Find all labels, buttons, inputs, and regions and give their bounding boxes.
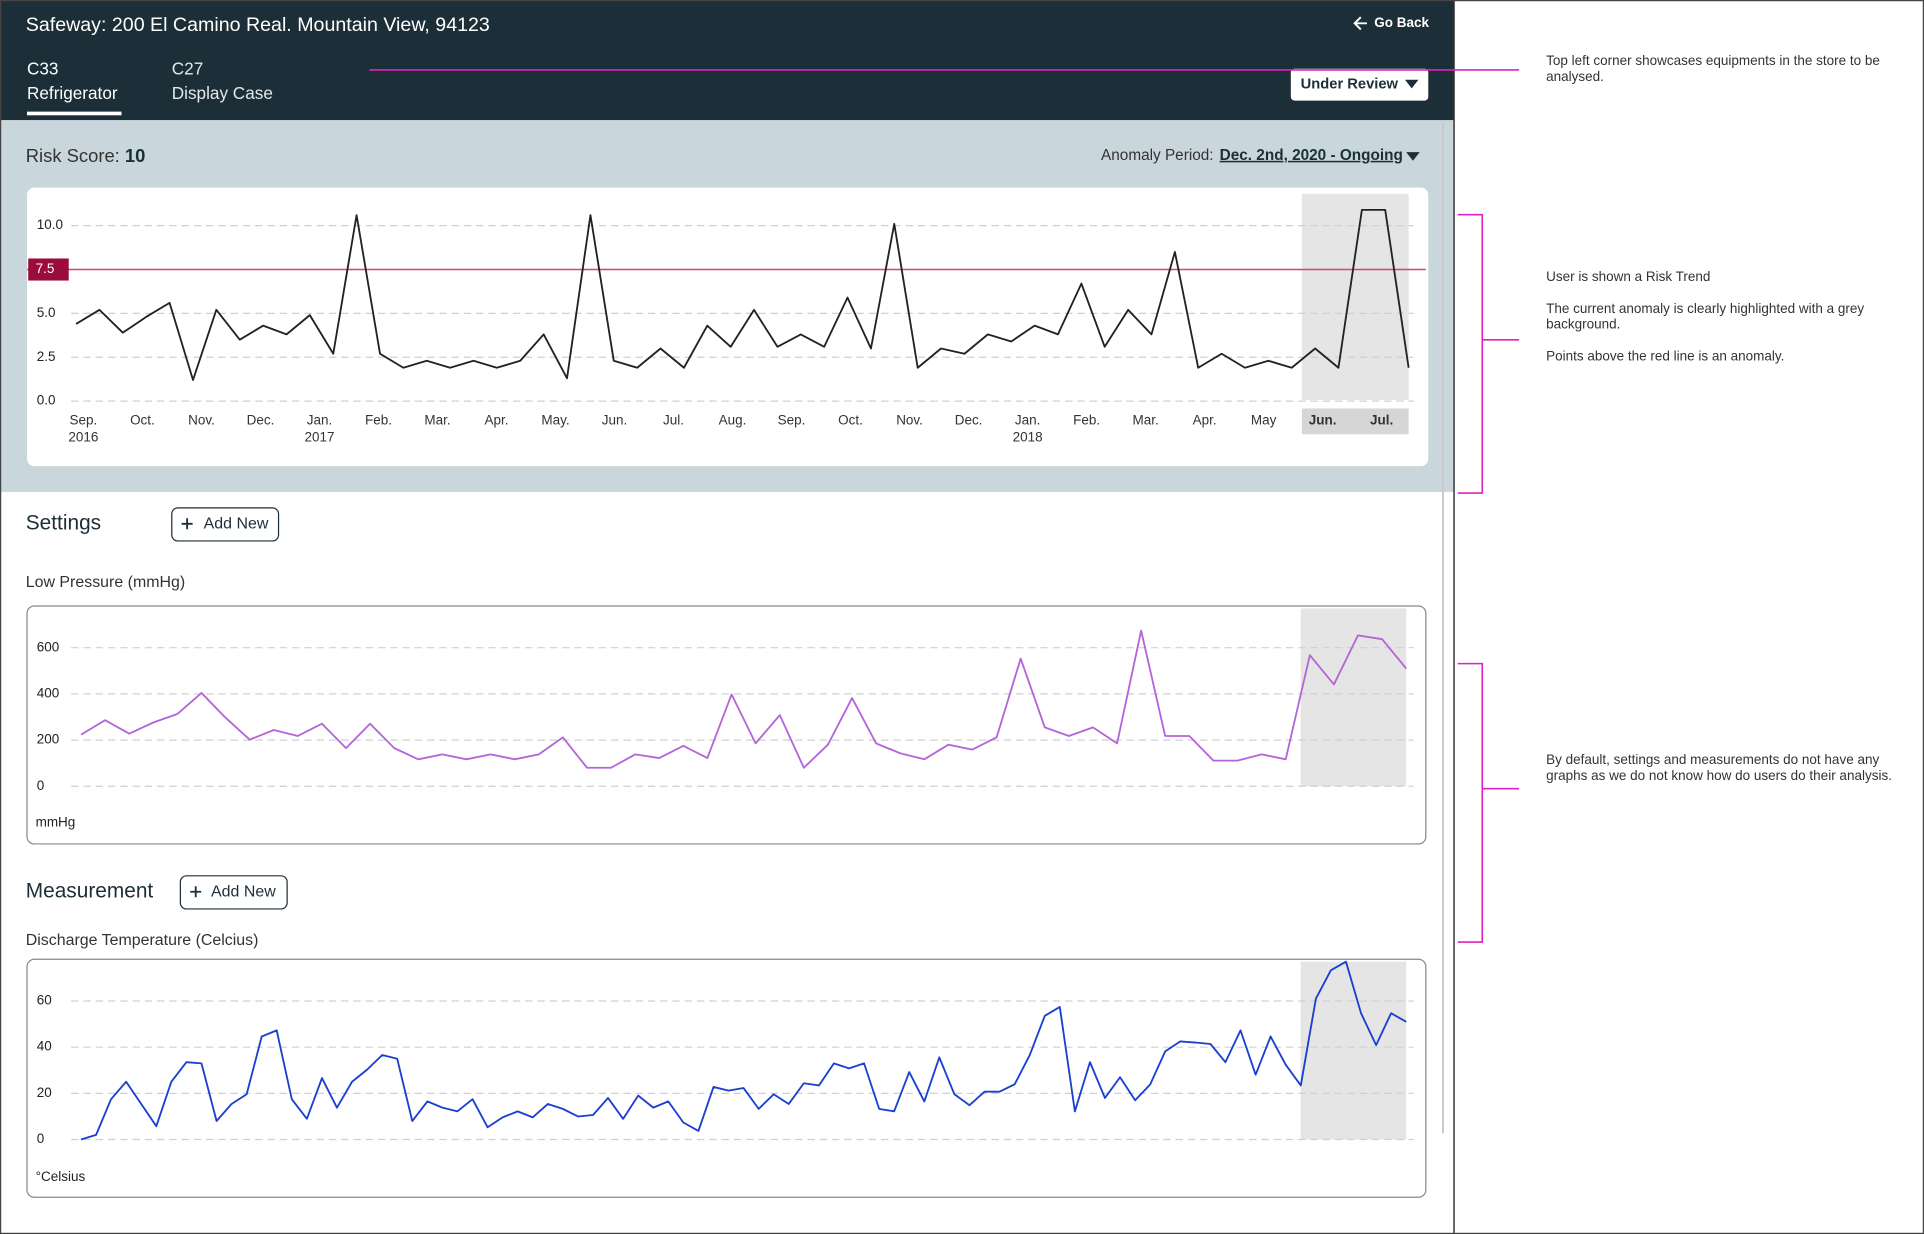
section-title: Settings bbox=[26, 511, 101, 534]
x-tick-year: 2016 bbox=[68, 429, 98, 444]
x-tick-year: 2017 bbox=[304, 429, 334, 444]
add-button[interactable] bbox=[171, 507, 280, 542]
x-tick-label: Nov. bbox=[896, 412, 923, 427]
annotation-text: By default, settings and measurements do… bbox=[1546, 753, 1892, 784]
x-tick-label: Apr. bbox=[485, 412, 509, 427]
status-text[interactable]: Under Review bbox=[1301, 77, 1399, 93]
y-tick-label: 60 bbox=[37, 993, 52, 1008]
y-tick-label: 400 bbox=[37, 685, 60, 700]
dropdown-caret bbox=[1406, 152, 1420, 161]
x-tick-label: Jun. bbox=[602, 412, 628, 427]
x-tick-label: Sep. bbox=[778, 412, 806, 427]
data-line bbox=[80, 629, 1407, 769]
risk-label: Risk Score: bbox=[26, 145, 120, 166]
plus-icon bbox=[190, 886, 202, 898]
x-tick-label: Jan. bbox=[1015, 412, 1041, 427]
store-title: Safeway: 200 El Camino Real. Mountain Vi… bbox=[26, 14, 490, 36]
data-line bbox=[75, 208, 1410, 381]
x-tick-label: Mar. bbox=[1132, 412, 1158, 427]
go-back[interactable]: Go Back bbox=[1374, 15, 1429, 30]
x-tick-label: Jul. bbox=[1370, 412, 1393, 427]
annotation: By default, settings and measurements do… bbox=[1546, 753, 1892, 784]
y-tick-label: 40 bbox=[37, 1039, 52, 1054]
x-tick-label: Oct. bbox=[838, 412, 863, 427]
annotation-text: User is shown a Risk Trend bbox=[1546, 269, 1711, 285]
add-button[interactable] bbox=[179, 875, 288, 910]
dropdown-caret bbox=[1404, 79, 1419, 89]
x-tick-label: Dec. bbox=[955, 412, 983, 427]
x-tick-label: Dec. bbox=[247, 412, 275, 427]
tab-name[interactable]: Display Case bbox=[172, 83, 273, 103]
unit-label: °Celsius bbox=[36, 1169, 86, 1184]
y-tick-label: 0 bbox=[37, 1131, 45, 1146]
unit-label: mmHg bbox=[36, 815, 76, 830]
tab-name[interactable]: Refrigerator bbox=[27, 83, 118, 103]
anomaly-axis-highlight bbox=[1301, 408, 1409, 435]
add-button-text[interactable]: Add New bbox=[211, 884, 276, 901]
plus-icon bbox=[181, 518, 193, 530]
tab-code[interactable]: C27 bbox=[172, 58, 203, 78]
x-tick-label: Mar. bbox=[424, 412, 450, 427]
x-tick-label: May bbox=[1251, 412, 1277, 427]
chart-card bbox=[26, 958, 1427, 1198]
chart-card bbox=[26, 605, 1427, 845]
tab-underline bbox=[26, 111, 122, 116]
y-tick-label: 600 bbox=[37, 639, 60, 654]
x-tick-label: Jul. bbox=[663, 412, 684, 427]
y-tick-label: 200 bbox=[37, 732, 60, 747]
risk-score: Risk Score: 10 bbox=[26, 145, 146, 166]
status-dropdown[interactable] bbox=[1290, 68, 1429, 101]
y-tick-label: 0 bbox=[37, 778, 45, 793]
annotation-bracket bbox=[1457, 213, 1520, 494]
tab-code[interactable]: C33 bbox=[27, 58, 58, 78]
data-line bbox=[80, 960, 1407, 1141]
risk-value: 10 bbox=[125, 145, 145, 166]
section-title: Measurement bbox=[26, 879, 154, 902]
anomaly-period[interactable]: Dec. 2nd, 2020 - Ongoing bbox=[1220, 147, 1403, 164]
risk-chart-card bbox=[26, 187, 1429, 467]
annotation-text: The current anomaly is clearly highlight… bbox=[1546, 301, 1865, 333]
anomaly-highlight bbox=[1300, 608, 1407, 787]
chart-title: Low Pressure (mmHg) bbox=[26, 574, 185, 591]
back-arrow[interactable] bbox=[1353, 16, 1367, 31]
x-tick-label: Jun. bbox=[1309, 412, 1337, 427]
annotation-text: Points above the red line is an anomaly. bbox=[1546, 349, 1785, 365]
x-tick-label: Jan. bbox=[307, 412, 333, 427]
y-tick-label: 20 bbox=[37, 1085, 52, 1100]
anomaly-label: Anomaly Period: bbox=[1101, 147, 1213, 164]
threshold-label: 7.5 bbox=[36, 261, 55, 276]
anomaly-highlight bbox=[1300, 961, 1407, 1140]
annotation-text: Top left corner showcases equipments in … bbox=[1546, 53, 1880, 85]
y-tick-label: 5.0 bbox=[37, 305, 56, 320]
annotation-bracket bbox=[1457, 662, 1520, 943]
x-tick-label: Apr. bbox=[1193, 412, 1217, 427]
x-tick-label: Oct. bbox=[130, 412, 155, 427]
anomaly-highlight bbox=[1301, 193, 1409, 400]
annotation: Top left corner showcases equipments in … bbox=[1546, 53, 1880, 85]
chart-title: Discharge Temperature (Celcius) bbox=[26, 932, 259, 949]
annotation-lines bbox=[369, 69, 1520, 943]
annotation: Points above the red line is an anomaly. bbox=[1546, 349, 1785, 365]
x-tick-year: 2018 bbox=[1013, 429, 1043, 444]
x-tick-label: Nov. bbox=[188, 412, 215, 427]
x-tick-label: Sep. bbox=[70, 412, 98, 427]
annotation: The current anomaly is clearly highlight… bbox=[1546, 301, 1865, 333]
x-tick-label: Feb. bbox=[365, 412, 392, 427]
y-tick-label: 10.0 bbox=[37, 217, 63, 232]
annotation: User is shown a Risk Trend bbox=[1546, 269, 1711, 285]
threshold-badge bbox=[28, 258, 69, 281]
x-tick-label: May. bbox=[541, 412, 569, 427]
x-tick-label: Aug. bbox=[719, 412, 747, 427]
add-button-text[interactable]: Add New bbox=[204, 516, 269, 533]
x-tick-label: Feb. bbox=[1073, 412, 1100, 427]
header-bar bbox=[0, 0, 1455, 121]
y-tick-label: 2.5 bbox=[37, 349, 56, 364]
y-tick-label: 0.0 bbox=[37, 393, 56, 408]
